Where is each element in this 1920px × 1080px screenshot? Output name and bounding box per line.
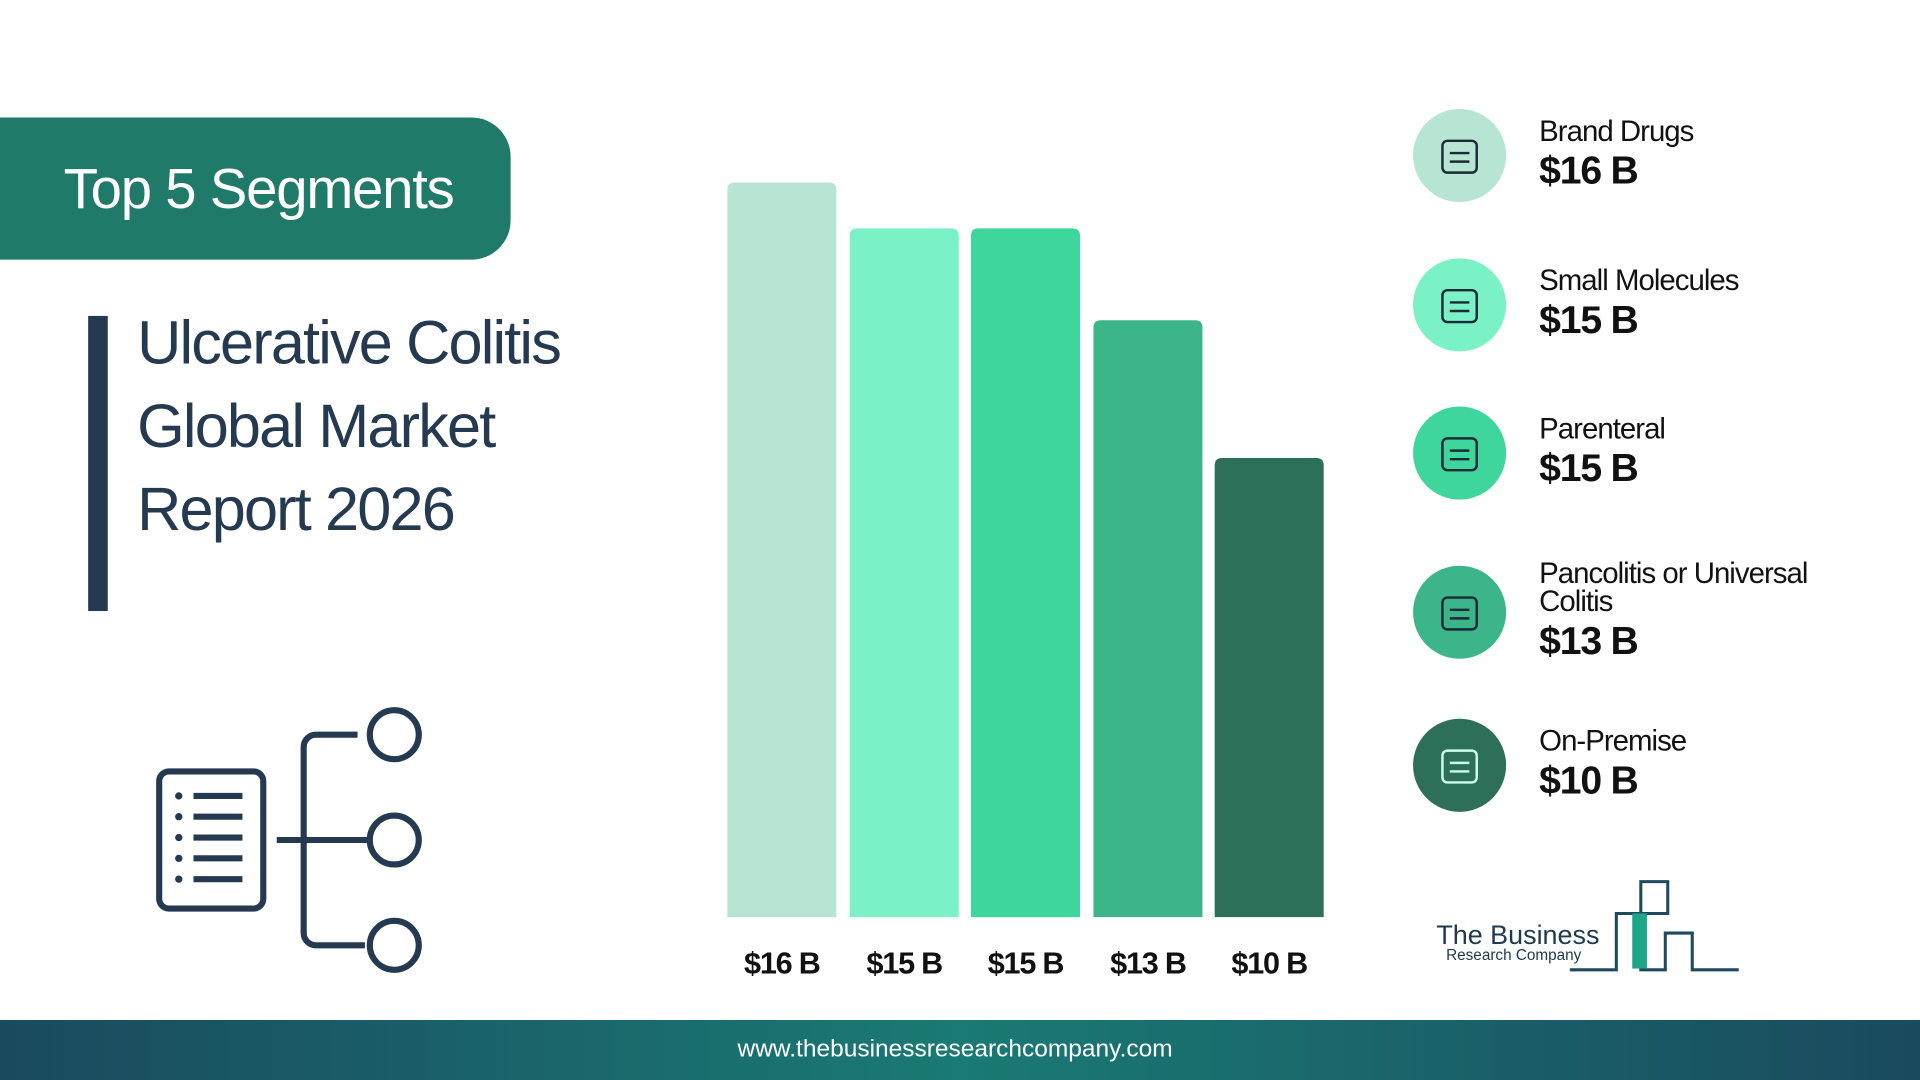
- legend-item: On-Premise $10 B: [1413, 718, 1903, 812]
- legend-name: On-Premise: [1539, 724, 1687, 758]
- legend-item: Small Molecules $15 B: [1413, 258, 1903, 352]
- legend-text: Pancolitis or Universal Colitis $13 B: [1539, 557, 1857, 665]
- bar: [971, 228, 1081, 918]
- legend-icon: [1413, 258, 1507, 352]
- icon: [1441, 139, 1478, 174]
- bar-value-label: $15 B: [867, 946, 943, 980]
- bar-value-label: $15 B: [988, 946, 1064, 980]
- icon: [1441, 749, 1478, 784]
- legend-text: Brand Drugs $16 B: [1539, 114, 1857, 194]
- title-line: Report 2026: [137, 475, 456, 544]
- icon-shape: [1441, 437, 1478, 472]
- bar: [727, 182, 837, 918]
- legend-icon: [1413, 406, 1507, 500]
- legend-name: Parenteral: [1539, 412, 1666, 446]
- icon-shape: [1441, 288, 1478, 324]
- icon: [1441, 596, 1478, 631]
- legend-item: Brand Drugs $16 B: [1413, 108, 1903, 203]
- legend-text: Small Molecules $15 B: [1539, 266, 1857, 343]
- segments-icon-dots: [175, 792, 183, 883]
- legend-icon: [1413, 108, 1507, 203]
- logo-subtext: Research Company: [1446, 947, 1582, 964]
- icon-shape: [1441, 749, 1478, 784]
- title-line: Global Market: [137, 391, 496, 461]
- legend-value: $15 B: [1539, 296, 1639, 342]
- bar-value-label: $13 B: [1110, 946, 1186, 980]
- bar: [1093, 320, 1203, 918]
- legend-name: Small Molecules: [1539, 263, 1739, 297]
- bar-value-label: $10 B: [1231, 946, 1307, 980]
- legend-name: Pancolitis or Universal Colitis: [1539, 557, 1808, 619]
- legend-item: Pancolitis or Universal Colitis $13 B: [1413, 559, 1903, 662]
- icon-shape: [1441, 596, 1478, 631]
- legend-name: Brand Drugs: [1539, 114, 1694, 148]
- icon-shape: [1441, 139, 1478, 174]
- legend-icon: [1413, 718, 1507, 812]
- legend-value: $13 B: [1539, 618, 1639, 663]
- badge: Top 5 Segments: [0, 117, 511, 260]
- logo-text: The Business: [1436, 920, 1599, 950]
- bar: [849, 228, 959, 918]
- bar: [1214, 457, 1324, 918]
- legend-item: Parenteral $15 B: [1413, 406, 1903, 500]
- segments-icon: [156, 707, 422, 973]
- icon: [1441, 437, 1478, 472]
- title-line: Ulcerative Colitis: [137, 308, 562, 378]
- legend-value: $16 B: [1539, 147, 1639, 192]
- title: Ulcerative Colitis Global Market Report 20…: [137, 301, 562, 551]
- bar-value-label: $16 B: [744, 946, 820, 980]
- legend-value: $15 B: [1539, 445, 1639, 490]
- legend-icon: [1413, 565, 1507, 659]
- legend-text: On-Premise $10 B: [1539, 724, 1857, 804]
- title-accent: [88, 315, 108, 612]
- icon: [1441, 288, 1478, 324]
- legend-text: Parenteral $15 B: [1539, 414, 1857, 491]
- legend-value: $10 B: [1539, 757, 1639, 802]
- footer: www.thebusinessresearchcompany.com: [0, 1020, 1920, 1080]
- logo: The Business Research Company: [1436, 880, 1739, 972]
